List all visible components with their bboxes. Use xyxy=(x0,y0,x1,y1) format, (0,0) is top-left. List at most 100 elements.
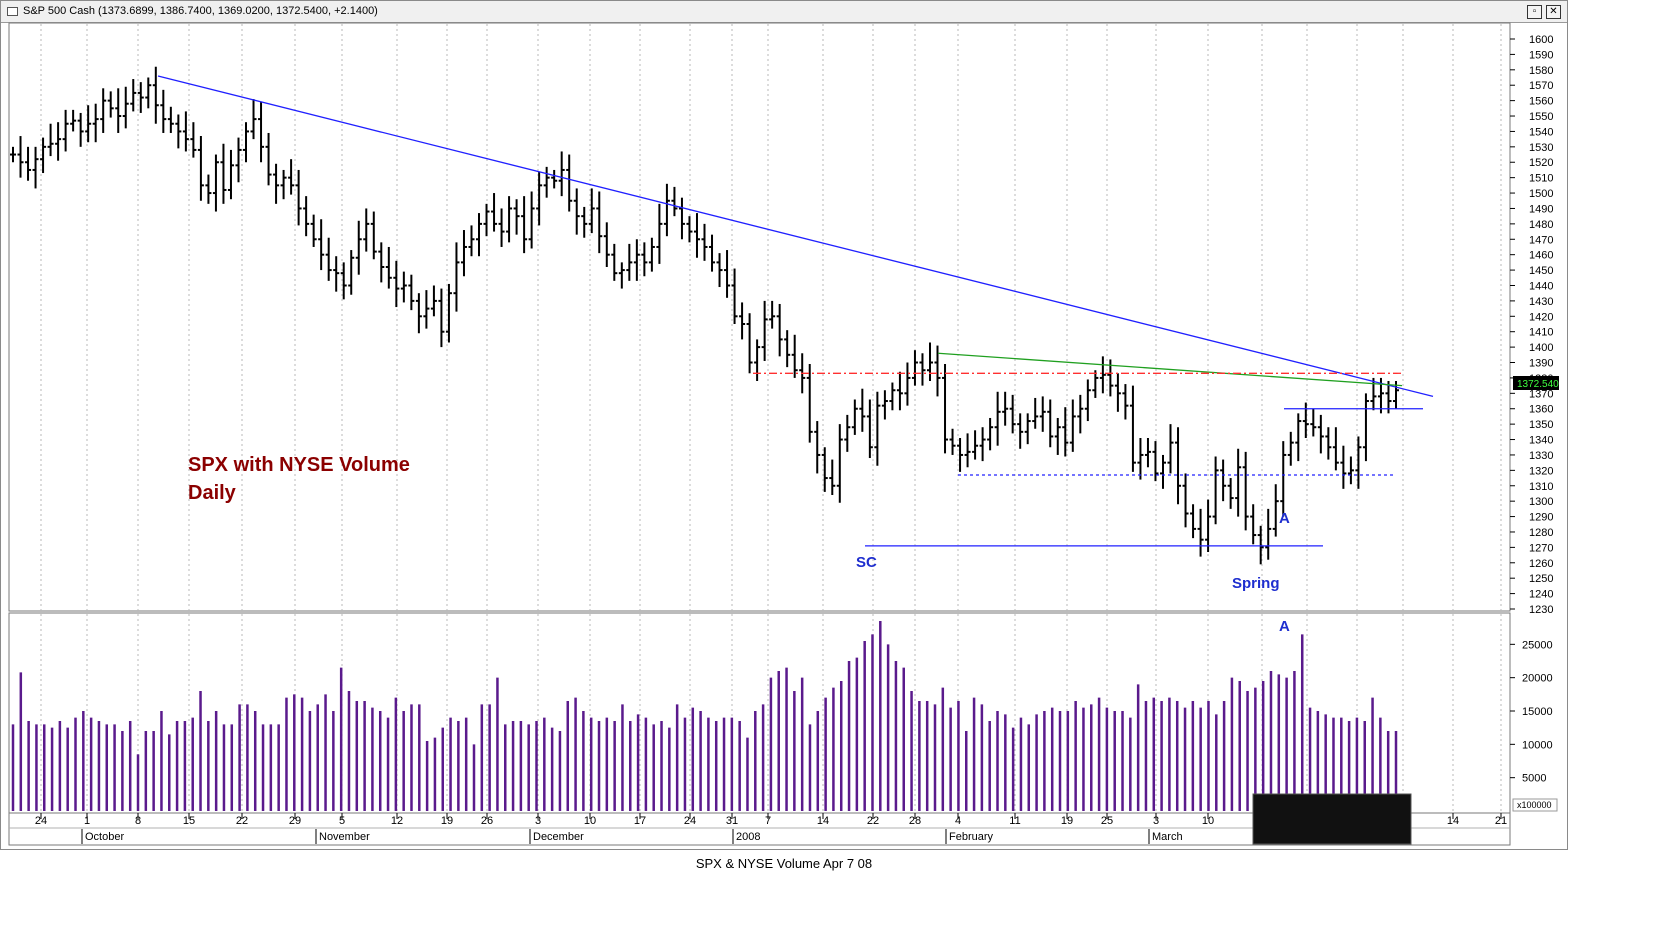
date-tick-label: 4 xyxy=(955,815,961,827)
date-tick-label: 24 xyxy=(35,815,47,827)
price-bar xyxy=(1325,427,1332,460)
media-player-popup[interactable] xyxy=(1252,793,1412,845)
price-bar xyxy=(618,262,625,289)
price-bar xyxy=(295,169,302,226)
price-bar xyxy=(1175,427,1182,505)
price-bar xyxy=(220,143,227,204)
price-bar xyxy=(603,222,610,267)
price-bar xyxy=(754,339,761,381)
price-bar xyxy=(1009,394,1016,434)
price-bar xyxy=(987,417,994,451)
window-title: S&P 500 Cash (1373.6899, 1386.7400, 1369… xyxy=(23,5,378,17)
price-bar xyxy=(92,103,99,143)
date-tick-label: 10 xyxy=(584,815,596,827)
price-bar xyxy=(243,122,250,163)
price-bar xyxy=(115,88,122,133)
price-tick-label: 1540 xyxy=(1529,126,1553,138)
price-tick-label: 1560 xyxy=(1529,96,1553,108)
price-bar xyxy=(122,86,129,129)
price-bar xyxy=(701,223,708,261)
price-bar xyxy=(829,459,836,495)
price-bar xyxy=(573,188,580,235)
price-tick-label: 1450 xyxy=(1529,265,1553,277)
price-bar xyxy=(896,371,903,411)
price-bar xyxy=(731,268,738,324)
date-tick-label: 17 xyxy=(634,815,646,827)
price-bar xyxy=(678,197,685,240)
price-bar xyxy=(212,154,219,212)
price-bar xyxy=(1167,424,1174,474)
price-axis: 1230 1240 1250 1260 1270 1280 1290 1300 1310 1320… xyxy=(1510,34,1553,616)
last-price-tag: 1372.540 xyxy=(1513,376,1559,390)
date-tick-label: 19 xyxy=(441,815,453,827)
price-bar xyxy=(408,274,415,311)
price-bar xyxy=(1302,402,1309,438)
price-tick-label: 1530 xyxy=(1529,142,1553,154)
price-bar xyxy=(693,213,700,258)
price-bar xyxy=(280,169,287,200)
price-bar xyxy=(641,242,648,277)
price-bar xyxy=(761,300,768,361)
price-tick-label: 1400 xyxy=(1529,342,1553,354)
price-bar xyxy=(273,163,280,204)
price-bar xyxy=(491,193,498,232)
chart-subtitle: Daily xyxy=(188,482,237,504)
price-bar xyxy=(776,303,783,357)
price-bar xyxy=(528,191,535,249)
chart-window-icon xyxy=(7,7,18,16)
price-bar xyxy=(1280,441,1287,517)
annotation-a-price: A xyxy=(1279,510,1290,527)
annotation-a-volume: A xyxy=(1279,618,1290,635)
price-bar xyxy=(288,159,295,195)
price-bar xyxy=(182,111,189,152)
price-bar xyxy=(190,122,197,158)
price-bar xyxy=(77,112,84,147)
price-tick-label: 1370 xyxy=(1529,388,1553,400)
price-bar xyxy=(866,399,873,459)
trendline xyxy=(937,352,1403,387)
price-bar xyxy=(784,330,791,368)
date-tick-label: 10 xyxy=(1202,815,1214,827)
price-bar xyxy=(588,188,595,234)
price-bar xyxy=(130,79,137,112)
media-popup-box xyxy=(1252,793,1412,845)
date-tick-label: 5 xyxy=(339,815,345,827)
date-tick-label: 28 xyxy=(909,815,921,827)
price-bar xyxy=(919,353,926,386)
price-bar xyxy=(972,430,979,460)
price-bar xyxy=(536,171,543,226)
price-bar xyxy=(468,225,475,257)
price-bar xyxy=(716,253,723,288)
date-tick-label: 25 xyxy=(1101,815,1113,827)
price-tick-label: 1500 xyxy=(1529,188,1553,200)
volume-tick-label: 15000 xyxy=(1522,706,1553,718)
price-bar xyxy=(340,262,347,300)
price-bar xyxy=(1182,473,1189,528)
price-bar xyxy=(348,250,355,295)
price-bar xyxy=(363,208,370,252)
price-bar xyxy=(227,149,234,200)
price-bar xyxy=(889,382,896,411)
date-tick-label: 22 xyxy=(236,815,248,827)
chart-canvas: 1230124012501260127012801290130013101320… xyxy=(8,22,1559,846)
price-bar xyxy=(385,246,392,289)
close-window-button[interactable]: ✕ xyxy=(1546,5,1561,19)
price-bar xyxy=(258,102,265,163)
chart-title: SPX with NYSE Volume xyxy=(188,454,410,476)
price-bar xyxy=(152,66,159,124)
price-bar xyxy=(1362,393,1369,462)
price-tick-label: 1440 xyxy=(1529,280,1553,292)
price-tick-label: 1240 xyxy=(1529,589,1553,601)
price-bar xyxy=(1250,504,1257,545)
restore-window-button[interactable]: ▫ xyxy=(1527,5,1542,19)
volume-unit-box xyxy=(1512,798,1558,812)
price-bar xyxy=(633,239,640,281)
price-bar xyxy=(1062,407,1069,457)
price-tick-label: 1300 xyxy=(1529,496,1553,508)
price-bar xyxy=(145,77,152,109)
date-tick-label: 22 xyxy=(867,815,879,827)
price-tick-label: 1580 xyxy=(1529,65,1553,77)
price-bar xyxy=(1159,454,1166,489)
price-tick-label: 1490 xyxy=(1529,203,1553,215)
price-tick-label: 1470 xyxy=(1529,234,1553,246)
